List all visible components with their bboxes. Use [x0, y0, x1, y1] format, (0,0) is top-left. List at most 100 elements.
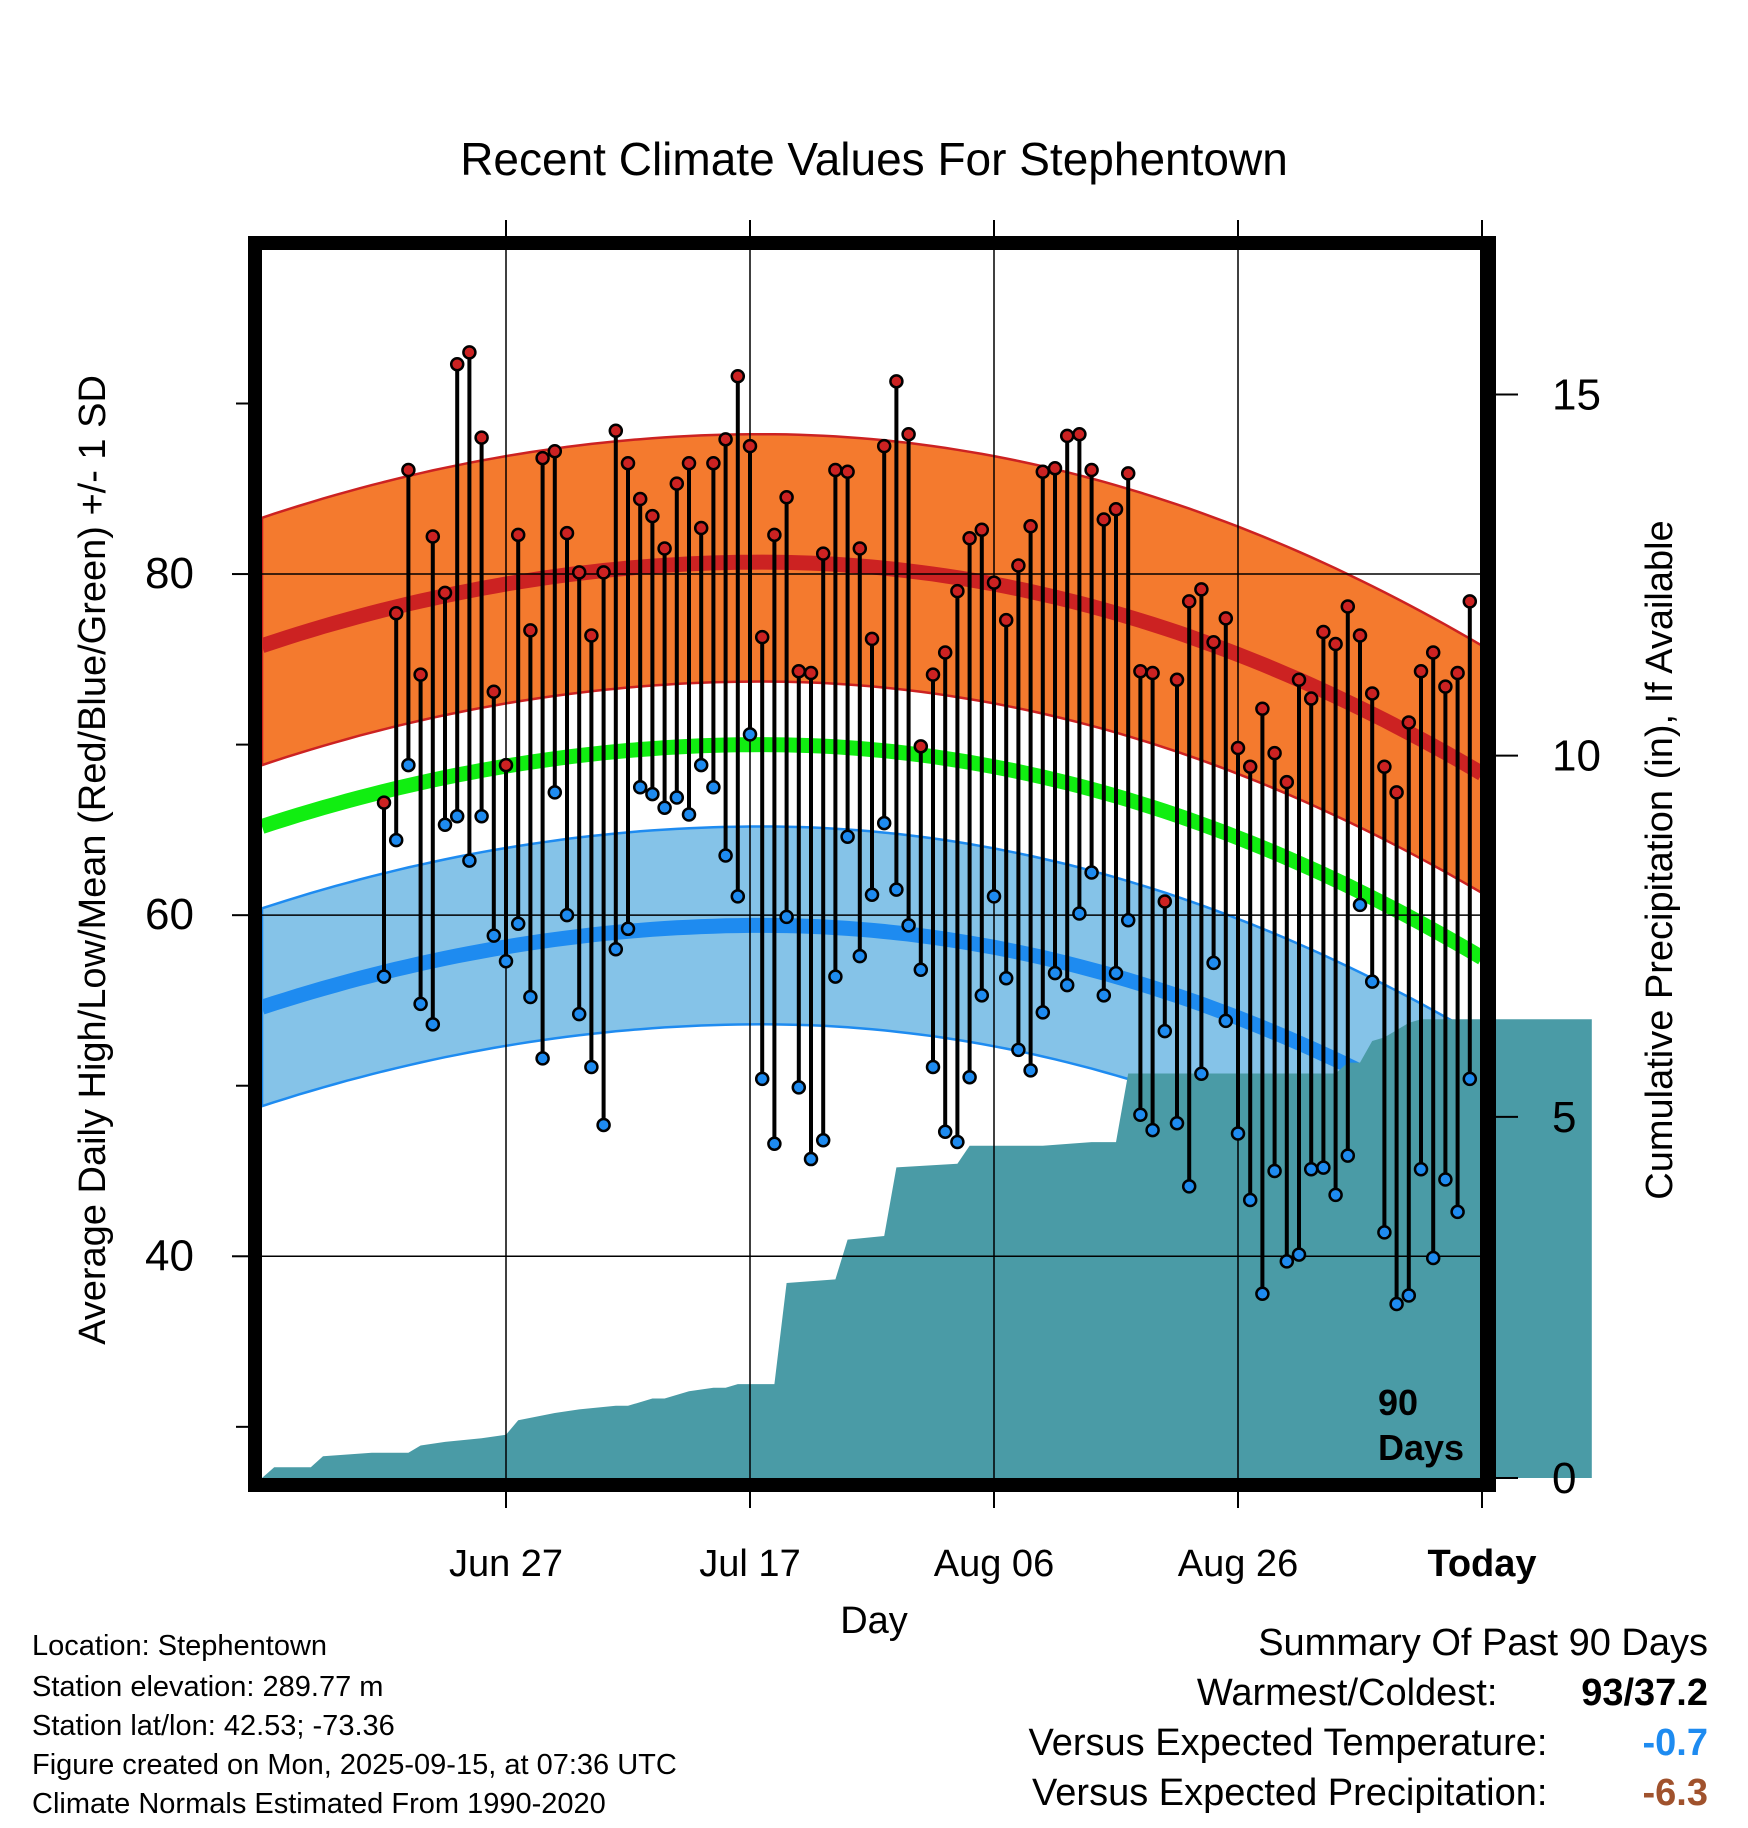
daily-high-point: [523, 623, 538, 638]
summary-warmest-row: Warmest/Coldest: 93/37.2: [1197, 1672, 1708, 1715]
daily-high-point: [1047, 461, 1063, 476]
daily-low-point: [1316, 1160, 1331, 1175]
x-axis-label: Day: [840, 1600, 908, 1642]
daily-low-point: [413, 996, 428, 1012]
footer-created: Figure created on Mon, 2025-09-15, at 07…: [32, 1749, 677, 1781]
daily-low-point: [657, 800, 672, 815]
daily-high-point: [1352, 628, 1368, 643]
daily-low-point: [559, 907, 575, 923]
daily-high-point: [1413, 664, 1429, 679]
daily-low-point: [1389, 1296, 1404, 1312]
x-tick-label: Aug 26: [1178, 1543, 1298, 1585]
daily-high-point: [1279, 774, 1295, 790]
daily-low-point: [1438, 1172, 1453, 1187]
daily-high-point: [669, 476, 685, 491]
daily-low-point: [498, 953, 514, 969]
daily-low-point: [584, 1059, 599, 1075]
daily-high-point: [1072, 426, 1087, 442]
daily-high-point: [998, 612, 1014, 628]
daily-low-point: [913, 962, 929, 977]
daily-high-point: [1096, 512, 1112, 527]
daily-low-point: [852, 948, 868, 964]
daily-low-point: [706, 780, 721, 795]
daily-high-point: [1450, 665, 1465, 681]
daily-low-point: [1401, 1288, 1417, 1303]
daily-high-point: [657, 541, 672, 556]
daily-high-point: [1059, 428, 1075, 444]
daily-low-point: [950, 1134, 965, 1150]
y2-tick-label: 0: [1552, 1454, 1576, 1503]
daily-high-point: [779, 490, 794, 505]
daily-low-point: [1169, 1115, 1185, 1131]
cumulative-precip-area: [262, 1019, 1592, 1478]
daily-high-point: [1181, 594, 1197, 609]
daily-low-point: [376, 969, 392, 984]
y-axis-label: Average Daily High/Low/Mean (Red/Blue/Gr…: [72, 375, 114, 1345]
daily-high-point: [1316, 624, 1331, 640]
daily-high-point: [925, 667, 941, 682]
daily-high-point: [693, 520, 709, 536]
daily-low-point: [1340, 1148, 1356, 1163]
daily-high-point: [1230, 740, 1246, 756]
summary-precip-value: -6.3: [1642, 1772, 1708, 1814]
daily-high-point: [376, 795, 392, 810]
daily-low-point: [437, 817, 453, 833]
daily-low-point: [1255, 1286, 1270, 1302]
daily-low-point: [925, 1059, 941, 1075]
daily-high-point: [1438, 679, 1453, 694]
footer-latlon: Station lat/lon: 42.53; -73.36: [32, 1710, 395, 1742]
daily-high-point: [1303, 691, 1319, 706]
daily-high-point: [1425, 645, 1441, 660]
daily-low-point: [889, 882, 904, 897]
daily-high-point: [1328, 636, 1343, 652]
daily-low-point: [1145, 1122, 1160, 1138]
plot-frame: [248, 236, 1496, 1492]
daily-low-point: [876, 815, 892, 831]
daily-high-point: [1194, 582, 1209, 597]
daily-low-point: [1450, 1204, 1465, 1220]
daily-high-point: [1169, 672, 1185, 688]
daily-high-point: [559, 525, 575, 541]
y-tick-label: 80: [145, 549, 194, 598]
daily-high-point: [962, 530, 977, 546]
daily-low-point: [486, 928, 502, 943]
daily-high-point: [754, 629, 770, 645]
daily-low-point: [523, 989, 538, 1005]
daily-low-point: [840, 829, 855, 844]
daily-high-point: [584, 628, 599, 643]
y-tick-label: 60: [145, 890, 194, 939]
daily-high-point: [986, 575, 1002, 590]
daily-low-point: [998, 971, 1014, 986]
daily-low-point: [401, 757, 416, 773]
daily-low-point: [1084, 865, 1099, 880]
daily-low-point: [1413, 1162, 1429, 1177]
footer-location: Location: Stephentown: [32, 1630, 328, 1662]
daily-low-point: [986, 889, 1002, 904]
daily-low-point: [767, 1136, 782, 1151]
daily-low-point: [1267, 1163, 1282, 1179]
daily-low-point: [754, 1071, 770, 1087]
daily-high-point: [681, 455, 697, 471]
y2-axis-label: Cumulative Precipitation (in), If Availa…: [1639, 520, 1681, 1199]
daily-high-point: [718, 432, 733, 447]
daily-high-point: [950, 583, 965, 599]
daily-low-point: [1059, 977, 1075, 993]
daily-high-point: [913, 739, 929, 754]
daily-high-point: [1084, 462, 1099, 478]
daily-high-point: [730, 368, 746, 384]
daily-high-point: [401, 462, 416, 478]
daily-low-point: [803, 1151, 819, 1167]
daily-high-point: [620, 455, 636, 471]
daily-low-point: [510, 916, 526, 931]
summary-precip-label: Versus Expected Precipitation:: [1032, 1772, 1548, 1814]
daily-low-point: [1181, 1179, 1197, 1194]
daily-high-point: [1157, 894, 1173, 909]
summary-temp-label: Versus Expected Temperature:: [1028, 1722, 1548, 1764]
x-tick-label: Aug 06: [934, 1543, 1054, 1585]
daily-low-point: [1364, 974, 1380, 989]
daily-high-point: [974, 522, 990, 537]
daily-low-point: [1206, 955, 1221, 971]
daily-low-point: [1328, 1187, 1343, 1203]
daily-high-point: [1340, 599, 1356, 614]
daily-high-point: [1120, 466, 1136, 481]
